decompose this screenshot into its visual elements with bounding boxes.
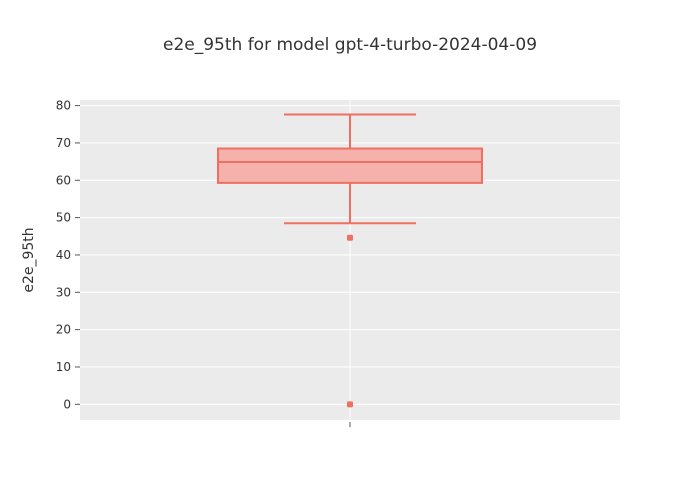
outlier-point <box>347 401 353 408</box>
y-tick-label: 0 <box>63 397 71 411</box>
y-axis-ticks: 0 10 20 30 40 50 60 70 80 <box>56 99 351 427</box>
box-iqr <box>217 147 483 184</box>
y-tick-label: 80 <box>56 99 71 113</box>
outlier-point <box>347 234 353 241</box>
y-axis-label: e2e_95th <box>21 227 37 292</box>
y-tick-label: 40 <box>56 248 71 262</box>
y-tick-label: 20 <box>56 323 71 337</box>
y-tick-label: 50 <box>56 211 71 225</box>
y-tick-label: 70 <box>56 136 71 150</box>
chart-title: e2e_95th for model gpt-4-turbo-2024-04-0… <box>163 35 537 55</box>
box-series <box>217 113 483 408</box>
y-tick-label: 10 <box>56 360 71 374</box>
y-tick-label: 60 <box>56 173 71 187</box>
y-tick-label: 30 <box>56 285 71 299</box>
